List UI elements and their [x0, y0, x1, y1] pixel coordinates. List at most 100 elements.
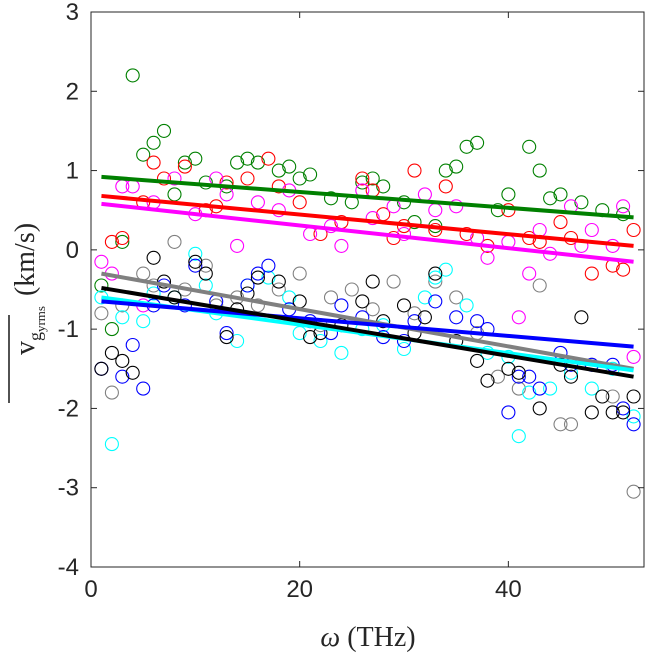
point-red-11: [271, 179, 286, 194]
axis-ticks: 0 20 40 -4 -3 -2 -1 0 1 2 3: [58, 0, 644, 603]
point-green-23: [376, 179, 391, 194]
point-blue-11: [250, 266, 265, 281]
y-tick-label-1: 1: [66, 158, 79, 185]
fit-line-black: [101, 285, 634, 379]
point-green-15: [271, 163, 286, 178]
point-cyan-9: [230, 333, 245, 349]
point-green-21: [355, 175, 370, 190]
point-gray-18: [407, 306, 422, 321]
x-tick-label-20: 20: [286, 576, 313, 603]
y-label-sub-g: g: [25, 332, 45, 341]
point-black-0: [94, 361, 109, 376]
point-blue-10: [240, 278, 255, 293]
point-blue-12: [261, 258, 276, 273]
point-magenta-33: [584, 222, 599, 238]
point-green-9: [188, 151, 203, 166]
point-green-8: [177, 155, 192, 170]
y-tick-label--4: -4: [58, 554, 79, 581]
y-tick-label-2: 2: [66, 78, 79, 105]
point-magenta-28: [522, 266, 537, 281]
point-black-2: [115, 353, 130, 368]
point-green-13: [240, 151, 255, 166]
point-black-9: [219, 330, 234, 345]
point-red-28: [553, 215, 568, 230]
point-gray-7: [198, 258, 213, 273]
point-black-15: [303, 330, 318, 345]
point-green-2: [115, 234, 130, 249]
y-tick-label--2: -2: [58, 395, 79, 422]
point-red-5: [177, 159, 192, 174]
point-black-19: [365, 274, 380, 289]
point-magenta-35: [616, 199, 631, 214]
point-gray-5: [167, 234, 182, 249]
point-blue-9: [219, 326, 234, 341]
point-cyan-27: [543, 381, 558, 396]
point-gray-12: [292, 266, 307, 281]
point-cyan-29: [584, 381, 599, 396]
point-red-9: [240, 171, 255, 186]
point-gray-22: [490, 369, 505, 384]
point-cyan-22: [459, 298, 474, 313]
x-tick-label-0: 0: [84, 576, 97, 603]
point-green-6: [156, 123, 172, 138]
point-gray-17: [386, 274, 401, 289]
point-magenta-20: [396, 226, 412, 242]
point-black-35: [595, 389, 610, 404]
point-blue-27: [522, 369, 537, 384]
point-green-4: [136, 147, 151, 162]
point-red-30: [584, 266, 599, 281]
point-green-17: [292, 171, 307, 186]
point-green-5: [146, 135, 161, 150]
point-red-23: [459, 226, 474, 242]
fit-line-blue: [101, 299, 634, 349]
scatter-points: [94, 68, 641, 499]
point-green-16: [282, 159, 297, 174]
point-black-13: [271, 274, 286, 289]
point-black-32: [563, 369, 579, 384]
point-green-0: [94, 278, 109, 293]
point-red-1: [115, 230, 130, 246]
x-tick-label-40: 40: [495, 576, 522, 603]
point-magenta-10: [230, 238, 245, 253]
point-cyan-14: [313, 333, 328, 349]
point-red-20: [407, 163, 422, 178]
point-blue-23: [470, 314, 485, 329]
fit-line-red: [101, 193, 634, 248]
point-red-3: [146, 155, 161, 170]
point-blue-16: [334, 298, 349, 313]
point-green-12: [230, 155, 245, 170]
point-black-1: [104, 345, 119, 360]
point-green-31: [490, 203, 505, 218]
point-gray-11: [271, 282, 286, 297]
point-cyan-21: [438, 262, 453, 277]
point-gray-19: [428, 274, 443, 289]
point-blue-1: [115, 369, 130, 384]
point-gray-29: [626, 484, 641, 499]
point-cyan-19: [417, 290, 432, 305]
point-black-24: [428, 266, 443, 281]
point-magenta-16: [334, 238, 349, 253]
point-gray-20: [449, 290, 464, 305]
point-gray-26: [563, 417, 579, 432]
axes-box: [90, 11, 645, 568]
y-axis-label: vgyrms (km/s): [8, 223, 48, 403]
y-label-sub-rms: rms: [33, 306, 48, 326]
point-green-35: [543, 191, 558, 206]
y-tick-label--3: -3: [58, 475, 79, 502]
point-magenta-36: [626, 349, 641, 364]
point-red-32: [616, 262, 631, 277]
point-blue-28: [532, 381, 547, 396]
point-green-32: [501, 187, 516, 202]
point-gray-28: [605, 389, 620, 404]
point-black-28: [501, 361, 516, 376]
point-black-7: [188, 254, 203, 269]
point-cyan-1: [104, 437, 119, 452]
fit-lines: [101, 174, 634, 379]
point-green-1: [104, 322, 119, 337]
point-black-12: [250, 270, 265, 285]
point-green-27: [438, 163, 453, 178]
y-tick-label--1: -1: [58, 316, 79, 343]
point-red-10: [261, 151, 276, 166]
y-tick-label-3: 3: [66, 0, 79, 26]
point-cyan-12: [282, 290, 297, 305]
